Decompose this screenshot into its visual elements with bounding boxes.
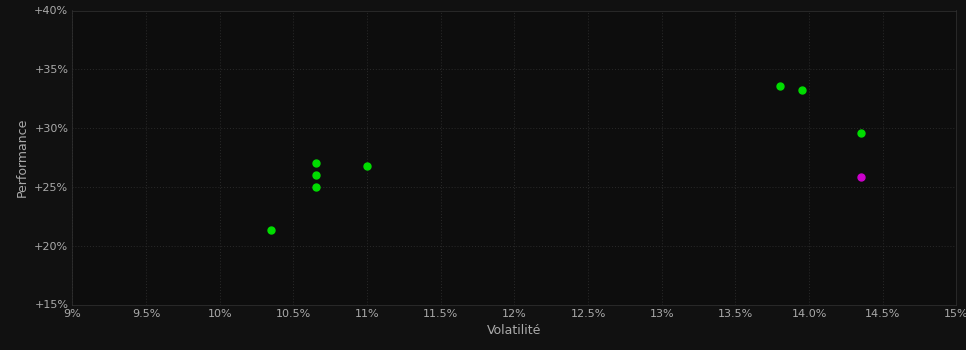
Point [308,161,324,166]
Point [264,228,279,233]
Point [853,175,868,180]
Y-axis label: Performance: Performance [15,118,29,197]
Point [308,172,324,178]
Point [772,83,787,89]
Point [308,184,324,190]
Point [853,130,868,135]
Point [794,88,810,93]
X-axis label: Volatilité: Volatilité [487,324,542,337]
Point [359,163,375,169]
